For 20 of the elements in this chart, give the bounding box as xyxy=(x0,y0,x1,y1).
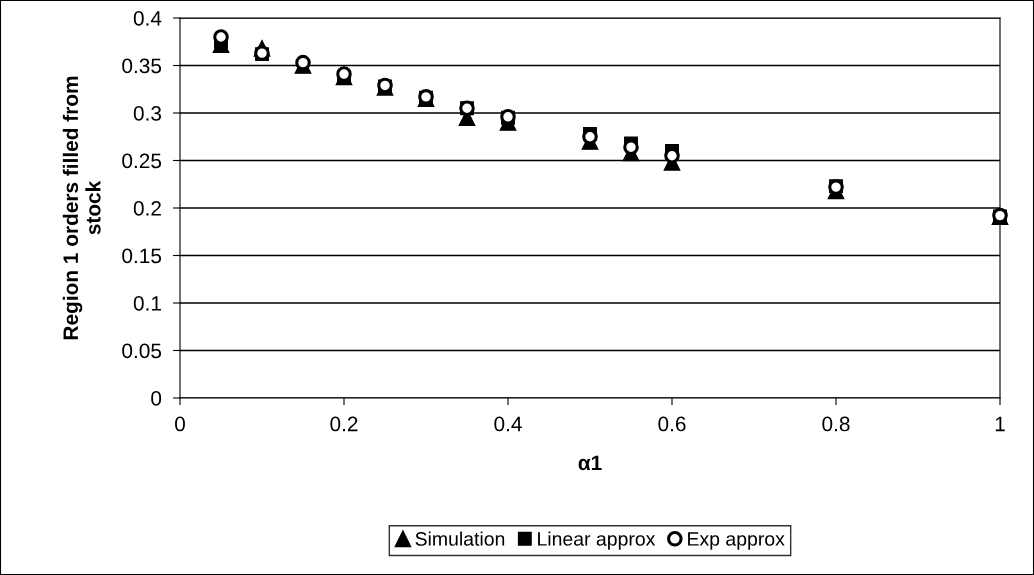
y-tick-label: 0.15 xyxy=(122,248,162,264)
y-tick-label: 0.4 xyxy=(133,11,162,26)
x-tick-label: 0.2 xyxy=(330,416,358,432)
x-tick-label: 0.4 xyxy=(494,416,522,432)
legend-label: Linear approx xyxy=(538,531,656,550)
x-tick-label: 0 xyxy=(175,416,185,432)
x-tick-label: 0.6 xyxy=(658,416,686,432)
y-tick-label: 0.35 xyxy=(122,58,162,74)
y-tick-label: 0.25 xyxy=(122,153,162,169)
y-tick-label: 0 xyxy=(151,391,162,406)
legend-label: Exp approx xyxy=(688,532,785,550)
y-tick-label: 0.05 xyxy=(122,343,162,359)
x-tick-label: 1 xyxy=(995,416,1005,432)
legend-label: Simulation xyxy=(415,531,505,546)
y-axis-title: Region 1 orders filled from stock xyxy=(62,76,101,340)
y-tick-label: 0.3 xyxy=(133,106,162,121)
x-tick-label: 0.8 xyxy=(822,416,850,432)
y-tick-label: 0.1 xyxy=(133,296,161,311)
x-axis-title: α1 xyxy=(578,455,602,471)
y-tick-label: 0.2 xyxy=(133,201,161,216)
